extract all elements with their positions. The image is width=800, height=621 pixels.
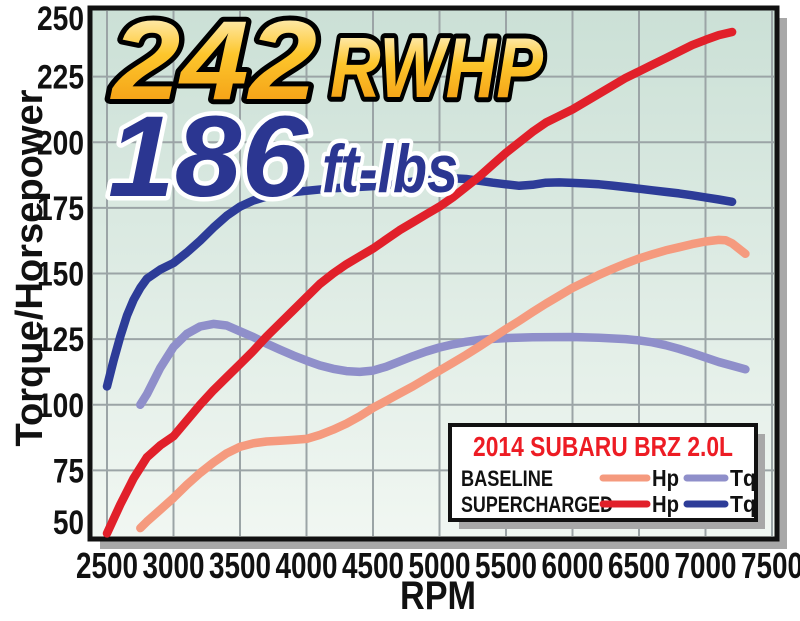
x-tick-label: 3000 — [143, 545, 205, 586]
legend-row-supercharged-label: SUPERCHARGED — [461, 492, 613, 517]
curve-baseline-hp — [136, 235, 750, 533]
y-axis-title: Torque/Horsepower — [9, 89, 51, 446]
y-tick-label: 100 — [37, 387, 84, 425]
y-tick-label: 75 — [53, 452, 84, 490]
y-tick-label: 125 — [37, 321, 84, 359]
y-tick-labels: 250 225 200 175 150 125 100 75 50 — [37, 0, 84, 542]
curve-supercharged-hp — [102, 27, 737, 538]
curves — [102, 27, 750, 538]
y-tick-label: 200 — [37, 124, 84, 162]
legend-supercharged-hp-label: Hp — [652, 491, 679, 517]
x-tick-label: 4000 — [276, 545, 338, 586]
x-tick-label: 7500 — [741, 545, 800, 586]
y-tick-label: 50 — [53, 504, 84, 542]
x-tick-label: 6500 — [608, 545, 670, 586]
x-tick-labels: 2500 3000 3500 4000 4500 5000 5500 6000 6500 7000… — [76, 545, 800, 586]
legend-baseline-hp-label: Hp — [652, 465, 679, 491]
x-axis-title: RPM — [400, 574, 476, 616]
x-tick-label: 2500 — [76, 545, 138, 586]
x-tick-label: 7000 — [675, 545, 737, 586]
legend-supercharged-tq-label: Tq — [730, 491, 756, 517]
legend-baseline-tq-label: Tq — [730, 465, 756, 491]
y-tick-label: 175 — [37, 190, 84, 228]
hp-callout: 242 RWHP — [105, 0, 548, 128]
legend-title: 2014 SUBARU BRZ 2.0L — [473, 431, 733, 462]
x-tick-label: 3500 — [209, 545, 271, 586]
hp-callout-value: 242 — [110, 0, 317, 123]
legend: 2014 SUBARU BRZ 2.0L BASELINE Hp Tq SUPE… — [448, 423, 765, 529]
y-tick-label: 225 — [37, 59, 84, 97]
curve-baseline-tq — [136, 319, 750, 410]
x-tick-label: 6000 — [542, 545, 604, 586]
legend-row-baseline-label: BASELINE — [461, 466, 553, 491]
x-tick-label: 5500 — [475, 545, 537, 586]
x-tick-label: 5000 — [409, 545, 471, 586]
tq-callout-unit: ft-lbs — [322, 131, 458, 207]
y-tick-label: 250 — [37, 0, 84, 38]
curve-supercharged-tq — [102, 173, 737, 391]
y-tick-label: 150 — [37, 256, 84, 294]
hp-callout-unit: RWHP — [330, 21, 543, 116]
tq-callout: 186 ft-lbs — [104, 89, 463, 226]
x-tick-label: 4500 — [342, 545, 404, 586]
tq-callout-value: 186 — [108, 93, 309, 221]
